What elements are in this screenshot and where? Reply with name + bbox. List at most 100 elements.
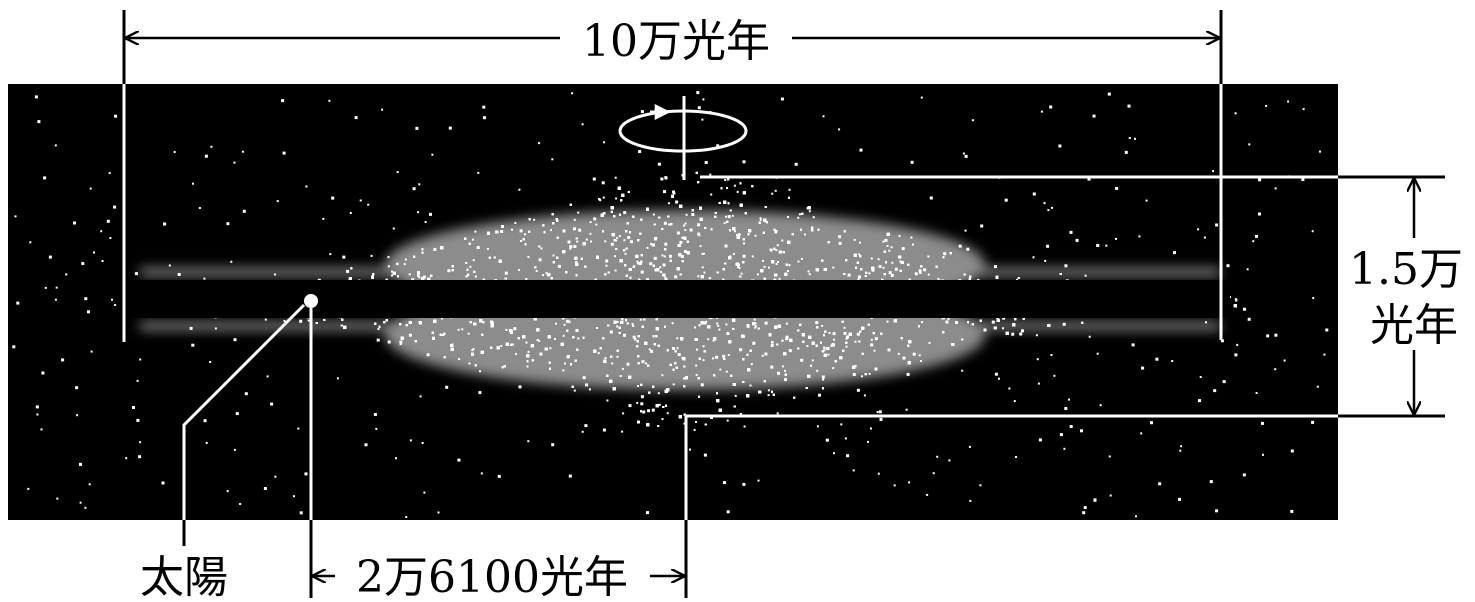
star-particle [937,277,940,280]
star-particle [554,338,556,340]
star-particle [827,353,830,356]
star-particle [733,184,736,187]
star-particle [664,276,667,279]
star-particle [718,328,721,331]
star-particle [808,273,811,276]
star-particle [759,218,762,221]
star-particle [725,323,728,326]
star-particle [890,273,894,277]
star-particle [433,248,437,251]
star-particle [870,338,873,341]
star-particle [647,409,651,413]
star-particle [1019,332,1023,336]
star-particle [994,265,997,269]
star-particle [868,372,871,375]
star-particle [519,229,523,233]
star-particle [677,353,681,357]
star-particle [585,383,589,387]
star-particle [680,255,684,258]
star-particle [750,363,753,366]
star-particle [557,264,561,268]
star-particle [411,278,415,282]
star-particle [890,246,893,249]
star-particle [610,242,614,246]
star-particle [736,234,738,237]
star-particle [630,240,633,244]
star-particle [777,371,780,375]
star-particle [859,241,861,244]
star-particle [472,238,474,241]
star-particle [614,269,617,272]
star-particle [815,321,819,325]
star-particle [868,272,871,275]
star-particle [702,359,705,362]
star-particle [877,258,880,261]
star-particle [759,217,762,220]
star-particle [640,395,644,399]
star-particle [822,378,825,381]
star-particle [505,328,508,331]
star-particle [683,224,685,227]
star-particle [691,213,695,216]
star-particle [611,362,614,365]
star-particle [619,375,622,377]
star-particle [422,275,426,279]
star-particle [562,334,565,337]
star-particle [702,345,705,348]
star-particle [588,388,591,391]
star-particle [717,324,720,327]
star-particle [408,333,412,337]
star-particle [652,213,655,216]
star-particle [606,399,609,402]
star-particle [788,349,792,353]
star-particle [769,248,773,252]
star-particle [476,246,480,249]
star-particle [719,368,722,371]
star-particle [928,341,931,344]
star-particle [697,275,700,278]
star-particle [377,328,380,330]
star-particle [649,262,653,266]
star-particle [605,259,609,263]
star-particle [602,196,605,199]
star-particle [676,347,679,350]
star-particle [699,245,702,248]
star-particle [623,333,626,337]
star-particle [816,369,819,372]
star-particle [684,229,687,231]
star-particle [740,272,743,275]
star-particle [457,328,460,331]
star-particle [821,375,825,379]
star-particle [461,328,464,331]
star-particle [590,240,592,243]
star-particle [861,375,863,378]
star-particle [645,362,648,365]
star-particle [853,238,856,241]
star-particle [631,323,634,326]
star-particle [843,326,846,329]
star-particle [469,265,472,268]
star-particle [724,179,727,181]
star-particle [555,322,557,325]
star-particle [632,335,636,339]
star-particle [702,252,705,255]
star-particle [752,342,755,345]
star-particle [843,331,847,335]
star-particle [660,177,664,181]
star-particle [639,262,642,265]
star-particle [641,360,645,364]
star-particle [408,273,411,276]
star-particle [762,259,764,262]
star-particle [897,352,900,355]
star-particle [727,354,730,356]
star-particle [785,335,789,339]
star-particle [902,356,906,360]
star-particle [550,229,552,232]
star-particle [856,332,860,336]
star-particle [712,339,715,342]
star-particle [538,340,541,342]
star-particle [726,332,730,335]
star-particle [845,345,848,348]
star-particle [535,270,538,272]
star-particle [707,338,710,341]
